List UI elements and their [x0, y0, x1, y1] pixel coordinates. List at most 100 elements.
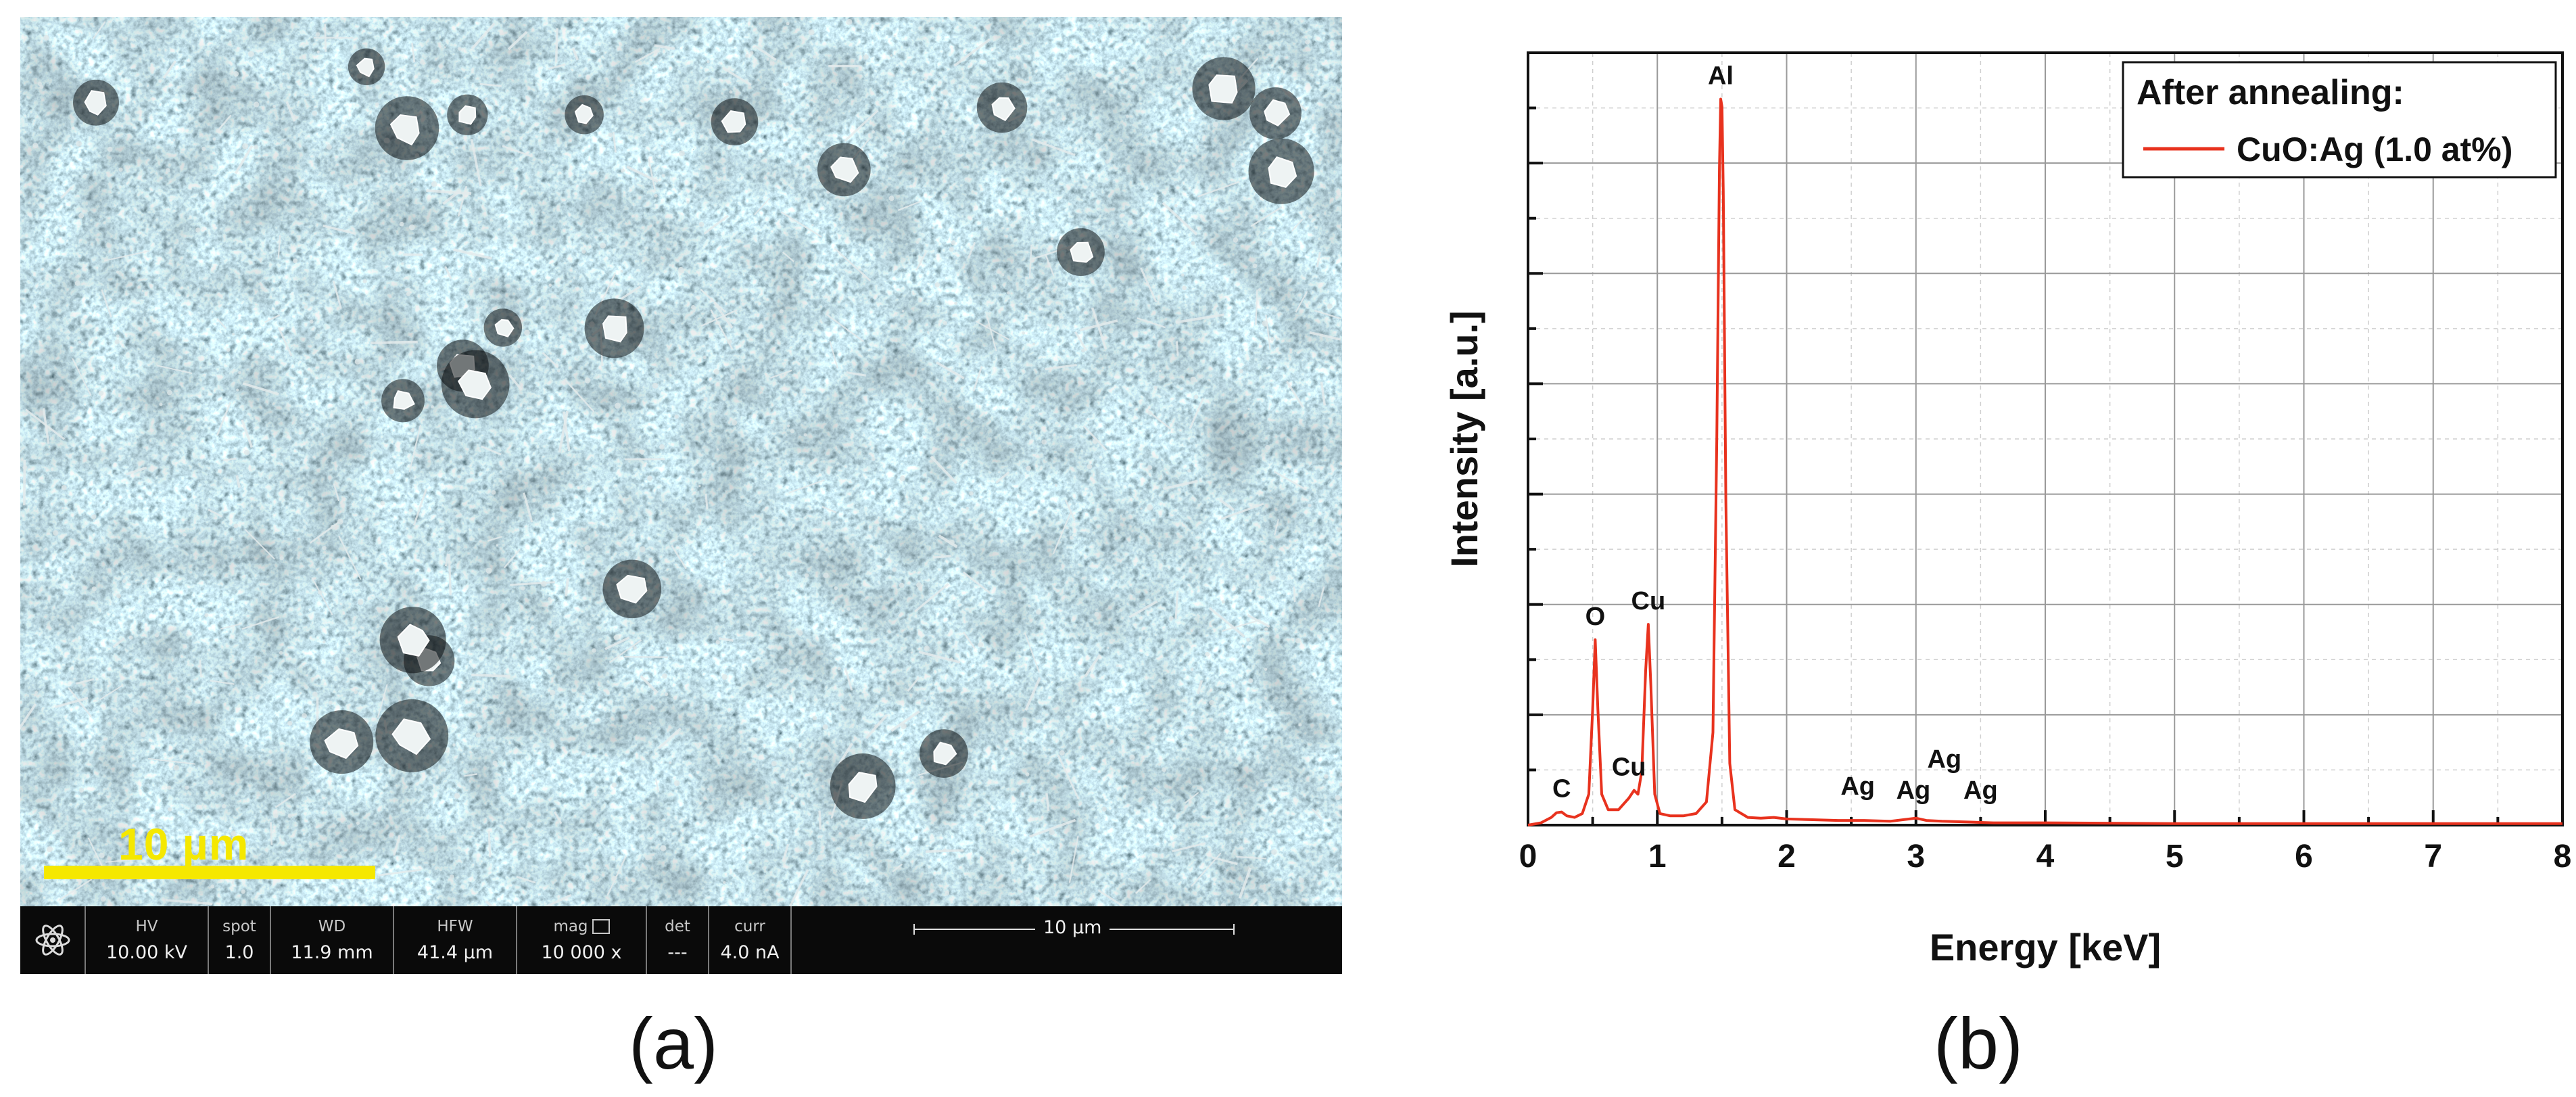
chart-legend: After annealing: CuO:Ag (1.0 at%)	[2122, 61, 2557, 179]
sem-speck	[1101, 806, 1107, 812]
sem-needle	[1184, 791, 1199, 804]
sem-speck	[854, 834, 857, 837]
sem-speck	[729, 90, 733, 94]
sem-speck	[328, 700, 333, 705]
sem-needle	[844, 110, 879, 142]
sem-speck	[337, 519, 343, 525]
sem-speck	[901, 723, 907, 730]
sem-speck	[715, 640, 720, 645]
sem-speck	[293, 258, 298, 264]
info-value-wd: 11.9 mm	[291, 941, 373, 963]
sem-speck	[1191, 241, 1195, 246]
x-tick-label: 1	[1648, 839, 1667, 874]
sem-speck	[118, 167, 123, 172]
sem-needle	[1137, 317, 1166, 329]
info-value-curr: 4.0 nA	[720, 941, 780, 963]
sem-needle	[542, 352, 559, 369]
sem-speck	[548, 283, 552, 287]
sem-speck	[716, 448, 719, 451]
sem-speck	[204, 613, 209, 617]
sem-needle	[1291, 218, 1304, 232]
sem-micrograph-panel: 10 µm HV 10.00 kV spot 1.0	[20, 17, 1342, 974]
sem-speck	[1241, 645, 1245, 647]
sem-speck	[673, 780, 680, 787]
sem-speck	[165, 701, 171, 707]
sem-speck	[899, 582, 905, 588]
sem-speck	[408, 224, 415, 231]
sem-speck	[1160, 129, 1164, 133]
sem-needle	[93, 21, 106, 39]
info-head-curr: curr	[734, 917, 765, 935]
sem-speck	[1147, 504, 1153, 511]
sem-needle	[1028, 244, 1032, 279]
sem-particle	[602, 315, 627, 343]
sem-speck	[753, 553, 757, 557]
sem-needle	[754, 197, 771, 216]
sem-needle	[654, 44, 675, 51]
sem-speck	[173, 764, 180, 771]
sem-speck	[1289, 878, 1292, 881]
sem-speck	[318, 590, 323, 595]
sem-speck	[723, 881, 726, 884]
sem-needle	[338, 535, 362, 580]
sem-needle	[1316, 252, 1321, 268]
sem-speck	[32, 143, 39, 148]
sem-needle	[1208, 607, 1245, 638]
sem-needle	[208, 509, 223, 518]
sem-speck	[172, 139, 176, 141]
sem-speck	[931, 226, 934, 229]
sem-speck	[783, 668, 788, 674]
sem-speck	[770, 843, 773, 846]
mag-box-icon	[592, 919, 610, 934]
sem-needle	[516, 875, 536, 884]
sem-particle	[616, 574, 648, 604]
sem-needle	[654, 778, 660, 793]
sem-speck	[581, 249, 586, 254]
sem-speck	[168, 807, 172, 812]
sem-speck	[707, 787, 710, 791]
sem-needle	[1024, 677, 1041, 711]
sem-speck	[452, 743, 456, 747]
sem-particle	[721, 110, 746, 133]
sem-needle	[166, 899, 213, 906]
sem-speck	[771, 761, 777, 767]
sem-speck	[183, 532, 187, 537]
scale-bar-label: 10 µm	[118, 819, 249, 869]
sem-speck	[785, 82, 789, 86]
x-tick-label: 0	[1519, 839, 1537, 874]
sem-needle	[277, 327, 293, 356]
sem-speck	[122, 579, 126, 583]
sem-speck	[1220, 903, 1226, 906]
sem-needle	[487, 536, 502, 542]
x-tick-label: 3	[1907, 839, 1925, 874]
sem-speck	[890, 54, 893, 57]
sem-speck	[226, 348, 231, 352]
sem-speck	[1105, 159, 1110, 164]
sem-speck	[817, 854, 824, 861]
sem-speck	[662, 673, 667, 679]
sem-speck	[1115, 234, 1120, 239]
sem-needle	[101, 289, 112, 318]
sem-needle	[915, 252, 927, 271]
info-cell-hv: HV 10.00 kV	[86, 906, 209, 974]
sem-speck	[39, 85, 44, 89]
sem-speck	[47, 846, 53, 853]
sem-speck	[1133, 368, 1136, 371]
sem-speck	[411, 427, 415, 431]
sem-needle	[1045, 793, 1050, 812]
sem-needle	[1311, 808, 1323, 820]
sem-needle	[769, 369, 792, 379]
sem-speck	[872, 130, 875, 134]
sem-speck	[803, 433, 807, 437]
sem-speck	[279, 556, 284, 561]
sem-speck	[1239, 369, 1243, 374]
sem-needle	[1162, 480, 1198, 490]
sem-speck	[986, 704, 991, 709]
sem-needle	[1031, 138, 1076, 156]
sem-needle	[1274, 519, 1279, 536]
sem-speck	[1155, 789, 1159, 793]
sem-needle	[220, 623, 241, 630]
sem-needle	[1091, 307, 1107, 350]
sem-speck	[267, 759, 272, 764]
